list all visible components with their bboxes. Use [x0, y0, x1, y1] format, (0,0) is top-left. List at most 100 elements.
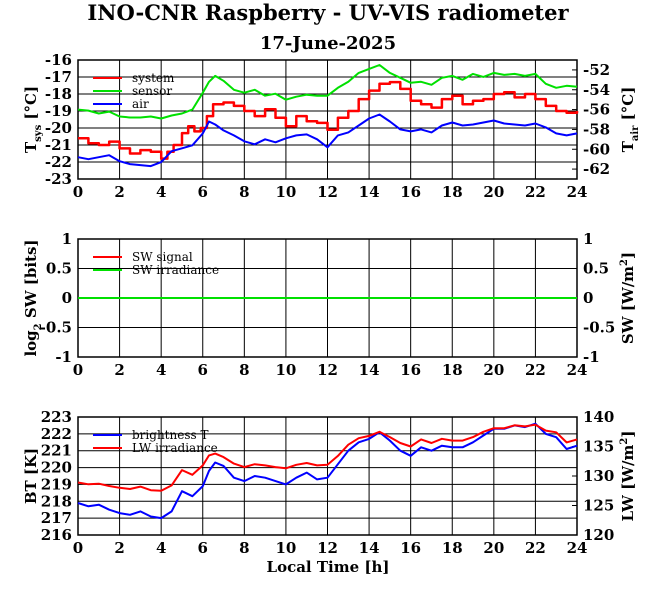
y-left-axis-label: log2 SW [bits]	[22, 239, 44, 356]
y-left-tick-label: -19	[45, 102, 72, 120]
y-left-label-main: log	[22, 330, 40, 357]
x-tick-label: 18	[442, 539, 463, 557]
y-right-tick-label: 0	[583, 289, 593, 307]
y-right-label-end: ]	[619, 252, 637, 259]
y-right-tick-label: -62	[583, 160, 610, 178]
y-left-tick-label: -17	[45, 68, 72, 86]
y-right-tick-label: -1	[583, 348, 600, 366]
y-left-label-subscript: sys	[33, 124, 44, 141]
y-right-axis-label: LW [W/m2]	[619, 431, 637, 522]
y-left-tick-label: -20	[45, 119, 72, 137]
x-tick-label: 14	[359, 539, 380, 557]
plot-frame	[77, 59, 578, 180]
y-right-label-main: T	[619, 140, 637, 152]
x-tick-label: 0	[73, 183, 83, 201]
x-tick-label: 20	[483, 361, 504, 379]
x-tick-label: 4	[156, 539, 166, 557]
x-tick-label: 16	[400, 539, 421, 557]
x-tick-label: 14	[359, 183, 380, 201]
x-tick-label: 22	[525, 361, 546, 379]
y-left-label-unit: SW [bits]	[22, 239, 40, 323]
legend-label: air	[132, 97, 149, 111]
legend-label: LW irradiance	[132, 441, 218, 455]
y-right-tick-label: 1	[583, 230, 593, 248]
x-tick-label: 16	[400, 183, 421, 201]
series-line-LW-irradiance	[77, 423, 578, 492]
x-tick-label: 20	[483, 183, 504, 201]
x-tick-label: 2	[114, 361, 124, 379]
y-left-tick-label: 221	[41, 442, 72, 460]
series-line-air	[77, 113, 578, 168]
y-right-tick-label: 0.5	[583, 260, 609, 278]
y-right-tick-label: 140	[583, 408, 614, 426]
y-left-tick-label: 216	[41, 526, 72, 544]
y-left-tick-label: -22	[45, 153, 72, 171]
y-left-tick-label: 0	[62, 289, 72, 307]
x-tick-label: 6	[198, 183, 208, 201]
y-left-tick-label: -0.5	[40, 319, 72, 337]
y-right-label-subscript: air	[630, 125, 641, 141]
chart-subtitle: 17-June-2025	[260, 33, 396, 54]
x-tick-label: 10	[275, 361, 296, 379]
y-right-tick-label: -56	[583, 101, 610, 119]
x-tick-label: 22	[525, 539, 546, 557]
legend-label: sensor	[132, 84, 172, 98]
y-left-label-main: T	[22, 141, 40, 153]
y-left-tick-label: 217	[41, 509, 72, 527]
y-left-tick-label: -16	[45, 51, 72, 69]
x-tick-label: 4	[156, 183, 166, 201]
chart-title: INO-CNR Raspberry - UV-VIS radiometer	[87, 0, 569, 25]
y-left-tick-label: -18	[45, 85, 72, 103]
y-right-tick-label: -58	[583, 120, 610, 138]
y-right-axis-label: Tair [°C]	[619, 87, 641, 153]
y-right-label-superscript: 2	[619, 259, 630, 266]
y-right-tick-label: -52	[583, 61, 610, 79]
x-axis-label: Local Time [h]	[267, 558, 390, 576]
panel-longwave: 0 2 4 6 8 10 12 14 16 18 20 22 242232222212202192182…	[22, 408, 637, 557]
x-tick-label: 8	[239, 183, 249, 201]
y-left-axis-label: BT [K]	[22, 448, 40, 504]
y-right-tick-label: -54	[583, 81, 610, 99]
x-tick-label: 2	[114, 539, 124, 557]
legend-label: brightness T	[132, 428, 208, 442]
x-tick-label: 12	[317, 183, 338, 201]
y-left-tick-label: -1	[55, 348, 72, 366]
x-tick-label: 10	[275, 183, 296, 201]
y-right-tick-label: -0.5	[583, 319, 615, 337]
legend-label: system	[132, 71, 175, 85]
y-left-axis-label: Tsys [°C]	[22, 86, 44, 153]
x-tick-label: 12	[317, 361, 338, 379]
x-tick-label: 10	[275, 539, 296, 557]
y-right-tick-label: -60	[583, 140, 610, 158]
plot-frame	[77, 416, 578, 536]
y-right-axis-label: SW [W/m2]	[619, 252, 637, 344]
y-left-tick-label: 0.5	[46, 260, 72, 278]
x-tick-label: 24	[567, 361, 588, 379]
x-tick-label: 12	[317, 539, 338, 557]
y-right-tick-label: 120	[583, 526, 614, 544]
series-line-sensor	[77, 64, 578, 120]
y-right-tick-label: 125	[583, 497, 614, 515]
x-tick-label: 20	[483, 539, 504, 557]
y-left-tick-label: 223	[41, 408, 72, 426]
x-tick-label: 16	[400, 361, 421, 379]
x-tick-label: 8	[239, 361, 249, 379]
x-tick-label: 2	[114, 183, 124, 201]
x-tick-label: 22	[525, 183, 546, 201]
y-left-tick-label: 219	[41, 475, 72, 493]
legend-label: SW irradiance	[132, 263, 219, 277]
panel-temperatures: 0 2 4 6 8 10 12 14 16 18 20 22 24-16-17-18-19-20-21-…	[22, 51, 641, 201]
y-left-tick-label: 1	[62, 230, 72, 248]
x-tick-label: 18	[442, 361, 463, 379]
y-right-label-main: LW [W/m	[619, 444, 637, 521]
y-right-label-unit: [°C]	[619, 87, 637, 126]
x-tick-label: 18	[442, 183, 463, 201]
plot-panels: 0 2 4 6 8 10 12 14 16 18 20 22 24-16-17-18-19-20-21-…	[22, 51, 641, 557]
x-tick-label: 24	[567, 539, 588, 557]
y-right-label-superscript: 2	[619, 438, 630, 445]
y-left-label-main: BT [K]	[22, 448, 40, 504]
y-right-tick-label: 130	[583, 467, 614, 485]
x-tick-label: 24	[567, 183, 588, 201]
y-left-tick-label: -23	[45, 170, 72, 188]
